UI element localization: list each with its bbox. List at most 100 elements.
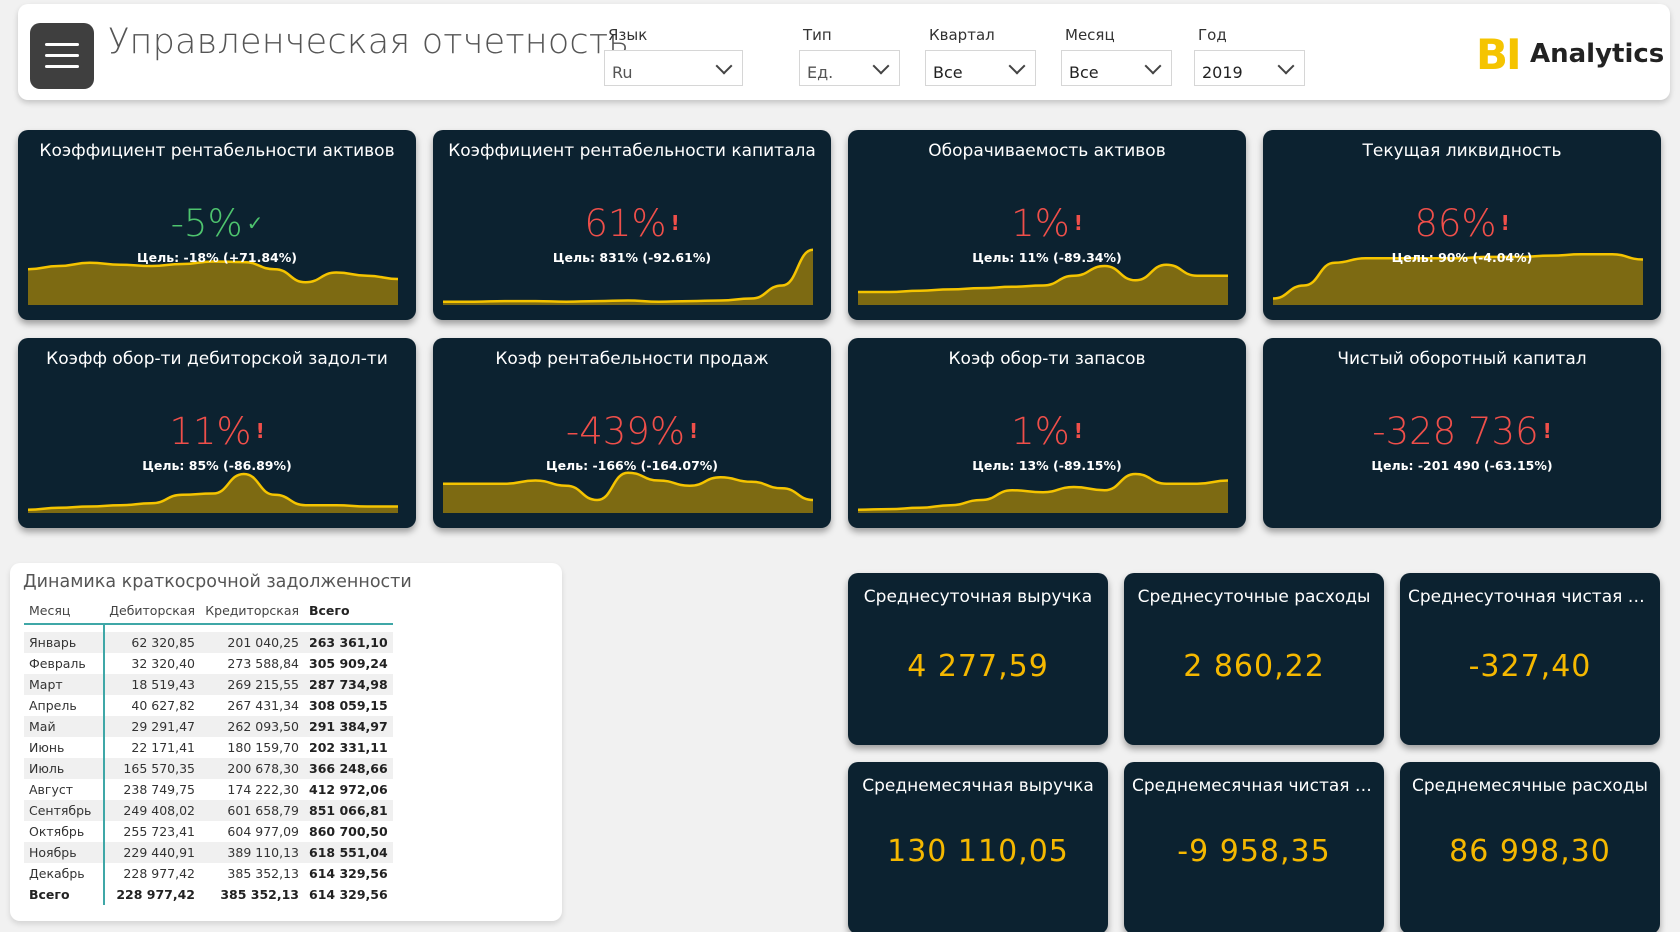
table-row[interactable]: Февраль 32 320,40 273 588,84 305 909,24 [24, 653, 393, 674]
metric-card[interactable]: Среднесуточная выручка 4 277,59 [848, 573, 1108, 745]
table-row[interactable]: Январь 62 320,85 201 040,25 263 361,10 [24, 632, 393, 653]
kpi-title: Текущая ликвидность [1362, 141, 1562, 161]
hamburger-icon [45, 43, 79, 46]
filter-select-month[interactable]: Все [1061, 50, 1172, 86]
kpi-card[interactable]: Коэф обор-ти запасов 1%! Цель: 13% (-89.… [848, 338, 1246, 528]
cell-receivable: 229 440,91 [104, 842, 200, 863]
cell-month: Февраль [24, 653, 105, 674]
metric-value: 4 277,59 [907, 649, 1049, 684]
table-row[interactable]: Май 29 291,47 262 093,50 291 384,97 [24, 716, 393, 737]
cell-receivable: 32 320,40 [131, 656, 195, 671]
kpi-card[interactable]: Оборачиваемость активов 1%! Цель: 11% (-… [848, 130, 1246, 320]
column-header-receivable[interactable]: Дебиторская [104, 598, 200, 625]
kpi-target: Цель: 90% (-4.04%) [1391, 250, 1533, 265]
table-row[interactable]: Ноябрь 229 440,91 389 110,13 618 551,04 [24, 842, 393, 863]
table-row[interactable]: Март 18 519,43 269 215,55 287 734,98 [24, 674, 393, 695]
cell-payable: 385 352,13 [220, 887, 299, 902]
cell-payable: 200 678,30 [200, 758, 304, 779]
cell-payable: 174 222,30 [227, 782, 299, 797]
kpi-value-text: 1% [1011, 410, 1070, 453]
table-row[interactable]: Июнь 22 171,41 180 159,70 202 331,11 [24, 737, 393, 758]
metric-title: Среднемесячные расходы [1412, 776, 1648, 796]
alert-icon: ! [1073, 419, 1083, 443]
metric-value: 86 998,30 [1449, 834, 1611, 869]
alert-icon: ! [670, 211, 680, 235]
table-spacer [24, 624, 105, 632]
filter-select-quarter[interactable]: Все [925, 50, 1036, 86]
cell-total: 614 329,56 [309, 887, 388, 902]
kpi-card[interactable]: Коэф рентабельности продаж -439%! Цель: … [433, 338, 831, 528]
logo-bi: BI [1476, 30, 1522, 79]
kpi-card[interactable]: Коэффициент рентабельности капитала 61%!… [433, 130, 831, 320]
cell-month: Январь [24, 632, 105, 653]
sparkline-line [28, 260, 398, 284]
kpi-value: 86%! [1263, 202, 1661, 245]
metric-card[interactable]: Среднемесячная выручка 130 110,05 [848, 762, 1108, 932]
cell-receivable: 238 749,75 [123, 782, 195, 797]
metric-card[interactable]: Среднесуточная чистая прибыль -327,40 [1400, 573, 1660, 745]
kpi-sparkline [1273, 253, 1643, 305]
kpi-card[interactable]: Коэфф обор-ти дебиторской задол-ти 11%! … [18, 338, 416, 528]
kpi-card[interactable]: Текущая ликвидность 86%! Цель: 90% (-4.0… [1263, 130, 1661, 320]
table-row[interactable]: Апрель 40 627,82 267 431,34 308 059,15 [24, 695, 393, 716]
table-row[interactable]: Август 238 749,75 174 222,30 412 972,06 [24, 779, 393, 800]
alert-icon: ! [255, 419, 265, 443]
cell-month: Ноябрь [24, 842, 105, 863]
table-row[interactable]: Июль 165 570,35 200 678,30 366 248,66 [24, 758, 393, 779]
metric-title: Среднесуточная чистая прибыль [1408, 587, 1652, 607]
cell-receivable: 255 723,41 [123, 824, 195, 839]
hamburger-icon [45, 65, 79, 68]
table-row[interactable]: Октябрь 255 723,41 604 977,09 860 700,50 [24, 821, 393, 842]
kpi-card[interactable]: Чистый оборотный капитал -328 736! Цель:… [1263, 338, 1661, 528]
hamburger-icon [45, 54, 79, 57]
filter-select-language[interactable]: Ru [604, 50, 743, 86]
table-row[interactable]: Декабрь 228 977,42 385 352,13 614 329,56 [24, 863, 393, 884]
chevron-down-icon [1277, 57, 1295, 75]
sparkline-area [443, 472, 813, 513]
cell-receivable: 165 570,35 [104, 758, 200, 779]
filter-select-year[interactable]: 2019 [1194, 50, 1305, 86]
filter-label-quarter: Квартал [929, 26, 995, 44]
metric-card[interactable]: Среднесуточные расходы 2 860,22 [1124, 573, 1384, 745]
filter-select-type[interactable]: Ед. [799, 50, 900, 86]
menu-button[interactable] [30, 23, 94, 89]
table-row[interactable]: Сентябрь 249 408,02 601 658,79 851 066,81 [24, 800, 393, 821]
metric-title: Среднемесячная чистая прибыль [1132, 776, 1376, 796]
kpi-target: Цель: 831% (-92.61%) [552, 250, 712, 265]
sparkline-line [28, 472, 398, 511]
cell-total: 287 734,98 [304, 674, 393, 695]
column-header-total[interactable]: Всего [304, 598, 393, 625]
column-header-month[interactable]: Месяц [24, 598, 104, 625]
filter-value-year: 2019 [1202, 63, 1243, 82]
cell-receivable: 22 171,41 [131, 740, 195, 755]
cell-month: Октябрь [24, 821, 105, 842]
kpi-value-text: 11% [169, 410, 252, 453]
kpi-value: 1%! [848, 202, 1246, 245]
cell-total: 614 329,56 [309, 866, 388, 881]
cell-total: 366 248,66 [304, 758, 393, 779]
cell-month: Май [24, 716, 105, 737]
cell-month: Всего [24, 884, 105, 905]
cell-payable: 389 110,13 [200, 842, 304, 863]
table-total-row[interactable]: Всего 228 977,42 385 352,13 614 329,56 [24, 884, 393, 905]
metric-card[interactable]: Среднемесячная чистая прибыль -9 958,35 [1124, 762, 1384, 932]
cell-receivable: 18 519,43 [104, 674, 200, 695]
cell-receivable: 249 408,02 [104, 800, 200, 821]
sparkline-area [1273, 254, 1643, 305]
kpi-title: Коэффициент рентабельности капитала [448, 141, 816, 161]
kpi-sparkline [28, 260, 398, 305]
column-header-payable[interactable]: Кредиторская [200, 598, 304, 625]
kpi-title: Коэффициент рентабельности активов [39, 141, 395, 161]
kpi-target: Цель: -166% (-164.07%) [545, 458, 718, 473]
kpi-target: Цель: -201 490 (-63.15%) [1371, 458, 1553, 473]
cell-total: 851 066,81 [304, 800, 393, 821]
cell-month: Апрель [24, 695, 105, 716]
kpi-title: Коэф обор-ти запасов [948, 349, 1146, 369]
cell-total: 308 059,15 [309, 698, 388, 713]
cell-receivable: 228 977,42 [116, 887, 195, 902]
metric-card[interactable]: Среднемесячные расходы 86 998,30 [1400, 762, 1660, 932]
cell-total: 412 972,06 [309, 782, 388, 797]
cell-payable: 201 040,25 [200, 632, 304, 653]
kpi-card[interactable]: Коэффициент рентабельности активов -5% ✓ … [18, 130, 416, 320]
